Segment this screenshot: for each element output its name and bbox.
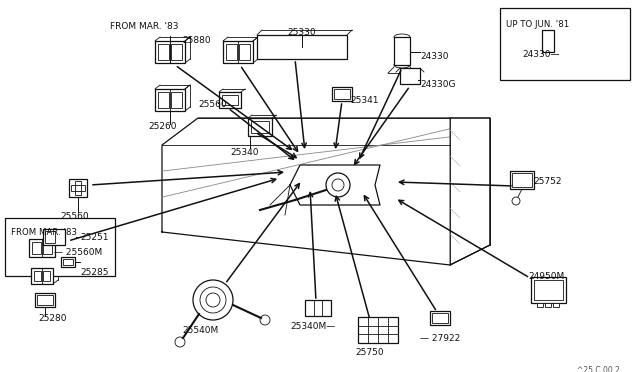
- Bar: [158, 44, 169, 60]
- Circle shape: [331, 43, 339, 51]
- Circle shape: [261, 39, 277, 55]
- Bar: [358, 317, 398, 343]
- Bar: [35, 293, 55, 307]
- Bar: [400, 68, 420, 84]
- Text: 25341: 25341: [350, 96, 378, 105]
- Bar: [31, 268, 53, 284]
- Text: 25280: 25280: [38, 314, 67, 323]
- Circle shape: [332, 179, 344, 191]
- Bar: [394, 37, 410, 65]
- Bar: [71, 185, 77, 191]
- Bar: [29, 239, 55, 257]
- Text: — 25560M: — 25560M: [54, 248, 102, 257]
- Polygon shape: [290, 165, 380, 205]
- Bar: [531, 277, 566, 303]
- Text: 24330G: 24330G: [420, 80, 456, 89]
- Bar: [155, 41, 185, 63]
- Polygon shape: [162, 118, 490, 265]
- Bar: [305, 300, 331, 316]
- Bar: [43, 229, 65, 245]
- Bar: [5, 218, 115, 276]
- Bar: [542, 30, 554, 52]
- Bar: [45, 231, 55, 243]
- Text: 24330: 24330: [420, 52, 449, 61]
- Bar: [37, 295, 53, 305]
- Bar: [61, 257, 75, 267]
- Bar: [34, 271, 41, 281]
- Bar: [226, 44, 237, 60]
- Text: 25750: 25750: [356, 348, 384, 357]
- Text: 25251: 25251: [80, 233, 109, 242]
- Circle shape: [193, 280, 233, 320]
- Text: UP TO JUN. '81: UP TO JUN. '81: [506, 20, 569, 29]
- Circle shape: [309, 43, 317, 51]
- Bar: [75, 189, 81, 195]
- Text: 24950M: 24950M: [528, 272, 564, 281]
- Bar: [332, 87, 352, 101]
- Circle shape: [200, 287, 226, 313]
- Bar: [510, 171, 534, 189]
- Circle shape: [287, 43, 295, 51]
- Bar: [537, 303, 543, 307]
- Bar: [251, 121, 269, 133]
- Bar: [239, 44, 250, 60]
- Bar: [43, 271, 50, 281]
- Circle shape: [78, 234, 84, 240]
- Bar: [553, 303, 559, 307]
- Bar: [248, 118, 272, 136]
- Bar: [500, 8, 630, 80]
- Bar: [171, 44, 182, 60]
- Text: 25560: 25560: [198, 100, 227, 109]
- Bar: [223, 41, 253, 63]
- Circle shape: [554, 55, 562, 63]
- Text: 25752: 25752: [533, 177, 561, 186]
- Circle shape: [326, 173, 350, 197]
- Bar: [219, 92, 241, 108]
- Bar: [432, 313, 448, 323]
- Bar: [430, 311, 450, 325]
- Circle shape: [260, 315, 270, 325]
- Text: FROM MAR. '83: FROM MAR. '83: [11, 228, 77, 237]
- Bar: [512, 173, 532, 187]
- Text: 25340: 25340: [230, 148, 259, 157]
- Bar: [158, 92, 169, 108]
- Circle shape: [65, 231, 77, 243]
- Bar: [334, 89, 350, 99]
- Text: 25540M: 25540M: [182, 326, 218, 335]
- Circle shape: [175, 337, 185, 347]
- Text: FROM MAR. '83: FROM MAR. '83: [110, 22, 179, 31]
- Bar: [545, 303, 551, 307]
- Text: 25560: 25560: [60, 212, 88, 221]
- Bar: [79, 185, 85, 191]
- Circle shape: [206, 293, 220, 307]
- Text: ^25 C 00 2: ^25 C 00 2: [577, 366, 620, 372]
- Bar: [69, 179, 87, 197]
- Bar: [222, 95, 238, 105]
- Text: 25880: 25880: [182, 36, 211, 45]
- Text: — 27922: — 27922: [420, 334, 460, 343]
- Bar: [63, 259, 73, 265]
- Text: 25340M—: 25340M—: [290, 322, 335, 331]
- Circle shape: [283, 39, 299, 55]
- Bar: [534, 280, 563, 300]
- Ellipse shape: [394, 62, 410, 68]
- Circle shape: [512, 197, 520, 205]
- Text: 25285: 25285: [80, 268, 109, 277]
- Bar: [171, 92, 182, 108]
- Circle shape: [327, 39, 343, 55]
- Text: 24330—: 24330—: [522, 50, 559, 59]
- Circle shape: [305, 39, 321, 55]
- Bar: [257, 35, 347, 59]
- Bar: [75, 181, 81, 187]
- Ellipse shape: [394, 34, 410, 40]
- Bar: [43, 242, 52, 254]
- Text: 25260: 25260: [148, 122, 177, 131]
- Text: 25330: 25330: [288, 28, 316, 37]
- Bar: [155, 89, 185, 111]
- Circle shape: [265, 43, 273, 51]
- Bar: [32, 242, 41, 254]
- Bar: [75, 185, 81, 191]
